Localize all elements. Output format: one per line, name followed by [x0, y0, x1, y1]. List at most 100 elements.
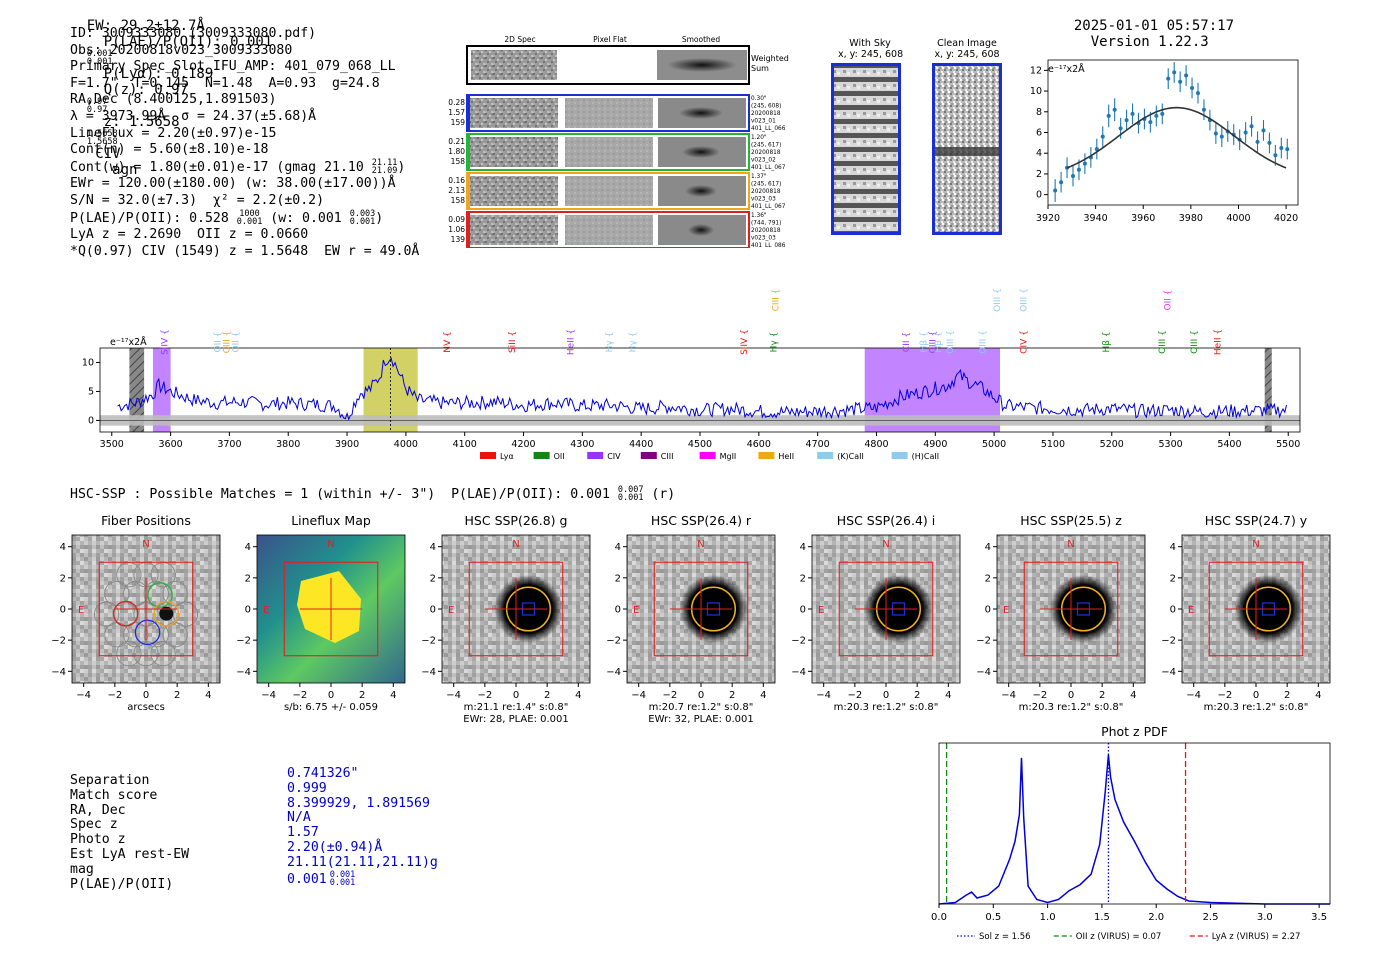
info-plae-text: P(LAE)/P(OII): 0.528: [70, 210, 229, 226]
zoom-point: [1201, 107, 1206, 112]
panel-ytick-label: 2: [615, 573, 621, 584]
cutout-row-val-2: 2.13: [448, 186, 465, 195]
zoom-xtick-label: 3940: [1084, 213, 1108, 224]
col-smoothed: Smoothed: [682, 35, 721, 44]
with-sky-label: With Sky: [849, 38, 891, 49]
spectrum-shaded-region: [129, 348, 145, 432]
info-lineflux: LineFlux = 2.20(±0.97)e-15: [70, 125, 277, 141]
match-plae-range: 0.001 0.001: [330, 870, 356, 887]
zoom-point: [1249, 124, 1254, 129]
zoom-point: [1118, 126, 1123, 131]
fiber-green: [147, 582, 173, 608]
hsc-summary-end: (r): [643, 487, 676, 502]
match-value-text: 1.57: [287, 825, 319, 841]
cutout-smoothed-blob: [688, 224, 714, 236]
spectrum-xtick-label: 4700: [806, 439, 830, 450]
panel-ytick-label: −4: [791, 667, 806, 678]
fiber-blue: [134, 619, 161, 646]
spectrum-line-label: SiIV {: [740, 329, 750, 355]
zoom-point: [1154, 113, 1159, 118]
cutout-row-info: 401_LL_067: [751, 204, 786, 210]
zoom-units: e⁻¹⁷x2Å: [1048, 63, 1085, 75]
spectrum-xtick-label: 4800: [864, 439, 888, 450]
compass-north: N: [697, 539, 704, 550]
clean-image: [932, 63, 1002, 235]
cutout-row-marker: [467, 95, 470, 131]
match-value-text: 0.741326": [287, 766, 359, 781]
panel-xtick-label: −2: [847, 690, 862, 701]
compass-east: E: [448, 605, 454, 616]
panel-xtick-label: 4: [1315, 690, 1321, 701]
panel-title: HSC SSP(26.4) r: [651, 513, 752, 528]
cutout-pixel-flat: [565, 215, 653, 245]
compass-north: N: [512, 539, 519, 550]
info-plae-w-hi: 0.003: [349, 208, 376, 219]
match-label: Est LyA rest-EW: [70, 846, 190, 862]
panel-xtick-label: −4: [1001, 690, 1016, 701]
panel-xtick-label: 0: [698, 690, 704, 701]
match-labels: Separation Match score RA, Dec Spec z Photo …: [70, 773, 190, 892]
panel-title: Fiber Positions: [101, 513, 191, 528]
info-plae-w: (w: 0.001: [262, 210, 342, 226]
cutout-row-info: 401_LL_086: [751, 243, 786, 248]
cutout-2d-spec: [470, 176, 558, 206]
cutout-row-info: 401_LL_066: [751, 126, 786, 132]
zoom-ytick-label: 6: [1036, 128, 1042, 139]
cutout-row-info: (245, 617): [751, 143, 781, 149]
hsc-summary: HSC-SSP : Possible Matches = 1 (within +…: [70, 486, 676, 503]
info-plae: P(LAE)/P(OII): 0.528 1000 0.001 (w: 0.001…: [70, 208, 419, 228]
match-value: 0.999: [287, 781, 438, 797]
zoom-ytick-label: 4: [1036, 148, 1042, 159]
panel-ytick-label: −2: [421, 636, 436, 647]
hsc-summary-range: 0.007 0.001: [618, 486, 644, 503]
panel-xtick-label: −2: [662, 690, 677, 701]
match-values: 0.741326" 0.999 8.399929, 1.891569 N/A 1.57 2…: [287, 766, 438, 887]
panel-ytick-label: −2: [1161, 636, 1176, 647]
spectrum-xtick-label: 3800: [276, 439, 300, 450]
match-value-text: 8.399929, 1.891569: [287, 795, 430, 811]
panel-ytick-label: −2: [606, 636, 621, 647]
info-lya-z: LyA z = 2.2690 OII z = 0.0660: [70, 227, 309, 243]
zoom-xtick-label: 3920: [1036, 213, 1060, 224]
panel-ytick-label: 2: [245, 573, 251, 584]
legend-label: (H)CaII: [912, 452, 939, 461]
panel-ytick-label: 4: [245, 542, 251, 553]
panel-ytick-label: 2: [430, 573, 436, 584]
header-qz-range: 0.97 0.97: [87, 98, 107, 115]
panel-caption: m:20.3 re:1.2" s:0.8": [1204, 702, 1309, 713]
spectrum-line-label: SiIV {: [161, 329, 171, 355]
match-label: Separation: [70, 773, 150, 788]
match-value: 8.399929, 1.891569: [287, 795, 438, 812]
match-value-text: 0.001: [287, 871, 327, 887]
cutout-row-val-3: 159: [451, 118, 466, 127]
pdf-xtick-label: 0.0: [931, 912, 947, 923]
spectrum-line-label: OIII {: [978, 330, 988, 354]
zoom-point: [1130, 111, 1135, 116]
match-value-text: 2.20(±0.94)Å: [287, 839, 383, 855]
zoom-point: [1196, 91, 1200, 96]
image-panel: HSC SSP(26.8) g N E −4 −4 −2 −2 0 0 2 2 4 4 m:21.1 re…: [421, 513, 591, 725]
panel-xtick-label: −4: [261, 690, 276, 701]
zoom-point: [1243, 130, 1248, 135]
spectrum-ytick-label: 0: [88, 415, 94, 426]
pdf-frame: [938, 742, 1331, 905]
zoom-xtick-label: 4000: [1226, 213, 1250, 224]
cutout-pixel-flat: [565, 137, 653, 167]
legend-swatch: [480, 452, 496, 459]
image-panel: Lineflux Map N E −4 −4 −2 −2 0 0 2 2 4 4 s/b: 6.75 +/…: [236, 513, 406, 713]
pdf-xtick-label: 1.0: [1040, 912, 1056, 923]
header-plae: P(LAE)/P(OII): 0.001: [103, 34, 273, 50]
zoom-point: [1076, 167, 1081, 172]
spectrum-xtick-label: 4100: [453, 439, 477, 450]
panel-ytick-label: 0: [1170, 605, 1176, 616]
match-value: 0.741326": [287, 766, 438, 782]
info-primary: Primary Spec_Slot_IFU_AMP: 401_079_068_L…: [70, 59, 396, 75]
pdf-xtick-label: 2.5: [1203, 912, 1219, 923]
spectrum-line-label: Hγ {: [605, 332, 615, 353]
match-value: 2.20(±0.94)Å: [287, 839, 438, 856]
cutout-row-info: (245, 617): [751, 182, 781, 188]
panel-title: HSC SSP(25.5) z: [1020, 513, 1122, 528]
panel-ytick-label: −4: [236, 667, 251, 678]
spectrum-xtick-label: 4200: [511, 439, 535, 450]
cutout-2d-spec: [470, 215, 558, 245]
